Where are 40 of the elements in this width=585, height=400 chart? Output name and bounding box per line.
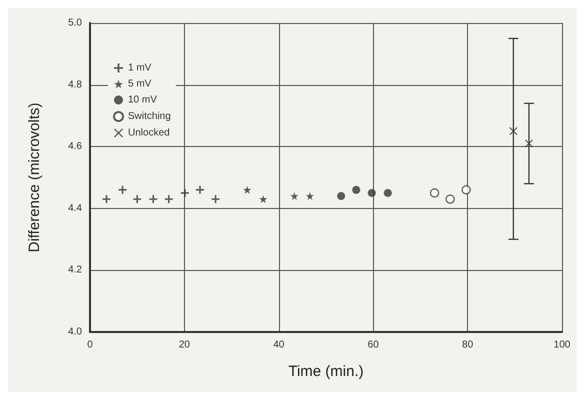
point	[290, 192, 298, 200]
point	[384, 188, 392, 197]
y-axis-title: Difference (microvolts)	[26, 102, 43, 252]
x-axis-title: Time (min.)	[288, 363, 364, 380]
point	[352, 186, 360, 194]
point	[462, 185, 471, 194]
point	[259, 195, 268, 204]
x-tick-label: 80	[462, 340, 474, 350]
point	[180, 188, 189, 197]
legend-label: 10 mV	[128, 94, 158, 106]
legend-label: Switching	[128, 111, 171, 122]
y-tick-label: 4.4	[68, 202, 82, 214]
point	[430, 188, 440, 198]
x-tick-label: 60	[368, 340, 380, 350]
x-tick-label: 0	[87, 340, 94, 350]
legend-label: Unlocked	[128, 128, 170, 138]
point	[524, 140, 533, 148]
point	[509, 127, 518, 136]
point	[212, 195, 220, 204]
point	[149, 195, 158, 204]
point	[133, 195, 142, 204]
point	[118, 186, 127, 194]
point	[368, 188, 376, 197]
y-tick-label: 4.6	[68, 141, 82, 152]
y-tick-label: 4.2	[68, 264, 82, 276]
y-tick-label: 5.0	[68, 18, 82, 28]
x-tick-label: 40	[273, 340, 285, 350]
point	[337, 192, 346, 200]
x-tick-label: 100	[554, 340, 571, 350]
point	[243, 186, 252, 194]
legend-label: 5 mV	[128, 78, 152, 90]
y-tick-label: 4.8	[68, 79, 82, 90]
point	[164, 195, 173, 204]
legend-label: 1 mV	[128, 62, 152, 74]
point	[446, 194, 455, 204]
point	[102, 195, 111, 204]
x-tick-label: 20	[178, 340, 190, 350]
y-tick-label: 4.0	[68, 326, 82, 338]
point	[196, 186, 204, 194]
point	[306, 192, 314, 200]
